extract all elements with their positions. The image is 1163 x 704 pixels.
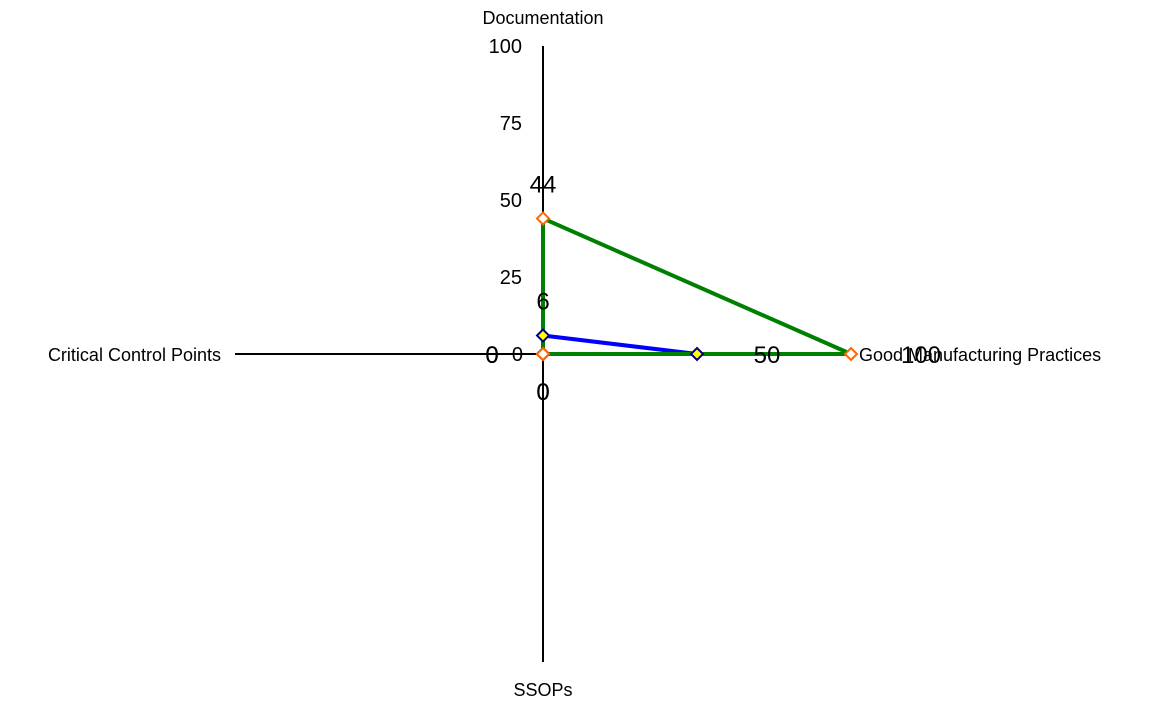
axis-label-documentation: Documentation bbox=[482, 8, 603, 28]
axis-label-critical-control-points: Critical Control Points bbox=[48, 345, 221, 365]
data-label-series-2-critical-control-points: 0 bbox=[485, 342, 498, 369]
data-label-series-2-good-manufacturing-practices: 100 bbox=[901, 342, 941, 369]
data-label-series-1-good-manufacturing-practices: 50 bbox=[754, 342, 781, 369]
tick-label-100: 100 bbox=[489, 36, 522, 58]
series-1-line bbox=[541, 333, 698, 356]
axis-label-good-manufacturing-practices: Good Manufacturing Practices bbox=[859, 345, 1101, 365]
series-2-point-critical-control-points bbox=[535, 346, 551, 362]
series-2-point-documentation bbox=[535, 211, 551, 226]
series-1-point-good-manufacturing-practices bbox=[689, 346, 705, 362]
data-label-series-1-documentation: 6 bbox=[536, 289, 549, 316]
data-label-series-2-ssops: 0 bbox=[536, 379, 549, 406]
axis-label-ssops: SSOPs bbox=[513, 680, 572, 700]
tick-label-25: 25 bbox=[500, 267, 522, 289]
tick-labels: 0 25 50 75 100 bbox=[489, 36, 523, 366]
data-label-series-1-critical-control-points: 0 bbox=[485, 342, 498, 369]
series-2-point-good-manufacturing-practices bbox=[843, 346, 859, 362]
series-2-line bbox=[541, 215, 852, 356]
tick-label-50: 50 bbox=[500, 190, 522, 212]
series-layer bbox=[535, 211, 859, 362]
data-label-series-1-ssops: 0 bbox=[536, 379, 549, 406]
axes-layer: Documentation Good Manufacturing Practice… bbox=[48, 8, 1101, 700]
tick-label-0: 0 bbox=[512, 344, 523, 366]
data-label-series-2-documentation: 44 bbox=[530, 171, 557, 198]
tick-label-75: 75 bbox=[500, 113, 522, 135]
series-1-point-documentation bbox=[535, 328, 551, 343]
